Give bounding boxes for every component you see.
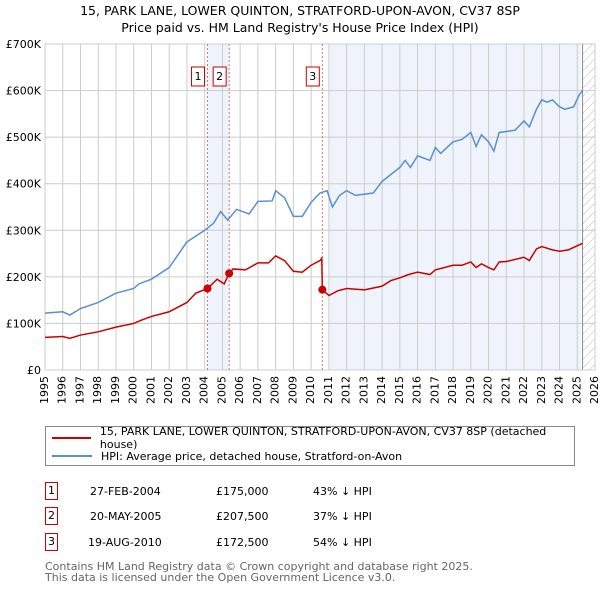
y-tick-label: £0 <box>27 364 41 377</box>
y-tick-label: £300K <box>6 224 42 237</box>
sale-point <box>225 269 234 278</box>
x-tick-label: 1995 <box>38 376 51 404</box>
x-tick-label: 1997 <box>73 376 86 404</box>
legend-label: 15, PARK LANE, LOWER QUINTON, STRATFORD-… <box>99 425 547 451</box>
price-chart: 1995 1996 1997 1998 1999 2000 2001 2002 2003 2004… <box>6 38 600 404</box>
x-tick-label: 2022 <box>517 376 530 404</box>
x-tick-label: 2001 <box>144 376 157 404</box>
sale-hpi: 54% ↓ HPI <box>313 536 372 549</box>
x-tick-label: 2007 <box>251 376 264 404</box>
x-tick-label: 2016 <box>411 376 424 404</box>
sale-label: 2 <box>216 70 223 83</box>
sale-marker: 3 <box>45 533 58 551</box>
legend-label: HPI: Average price, detached house, Stra… <box>101 449 403 463</box>
x-tick-label: 2002 <box>162 376 175 404</box>
x-tick-label: 1996 <box>56 376 69 404</box>
x-tick-label: 1998 <box>91 376 104 404</box>
x-tick-label: 2026 <box>588 376 600 404</box>
x-tick-label: 2019 <box>464 376 477 404</box>
x-tick-label: 2006 <box>233 376 246 404</box>
x-tick-label: 2005 <box>215 376 228 404</box>
x-tick-label: 2014 <box>375 376 388 404</box>
x-tick-label: 2015 <box>393 376 406 404</box>
sale-point <box>203 284 212 293</box>
x-tick-label: 2024 <box>553 376 566 404</box>
red-line-swatch <box>52 437 91 439</box>
footer-copyright: Contains HM Land Registry data © Crown c… <box>45 560 473 573</box>
sale-hpi: 43% ↓ HPI <box>313 485 372 498</box>
x-tick-label: 2013 <box>357 376 370 404</box>
sale-label-box <box>212 66 227 87</box>
chart-subtitle: Price paid vs. HM Land Registry's House … <box>121 20 479 35</box>
y-tick-label: £100K <box>6 317 42 330</box>
sale-price: £172,500 <box>216 536 269 549</box>
x-tick-label: 2023 <box>535 376 548 404</box>
x-tick-label: 2021 <box>499 376 512 404</box>
y-tick-label: £200K <box>6 271 42 284</box>
chart-title: 15, PARK LANE, LOWER QUINTON, STRATFORD-… <box>80 3 520 18</box>
sale-label: 1 <box>195 70 202 83</box>
legend-item-property: 15, PARK LANE, LOWER QUINTON, STRATFORD-… <box>52 425 574 451</box>
x-tick-label: 2009 <box>286 376 299 404</box>
x-tick-label: 2025 <box>570 376 583 404</box>
y-tick-label: £500K <box>6 131 42 144</box>
sale-label-box <box>305 66 320 87</box>
sale-marker: 1 <box>45 482 58 500</box>
blue-line-swatch <box>52 455 92 457</box>
forecast-hatch <box>582 44 595 370</box>
x-tick-label: 2012 <box>340 376 353 404</box>
x-tick-label: 2020 <box>482 376 495 404</box>
y-tick-label: £700K <box>6 38 42 51</box>
sale-hpi: 37% ↓ HPI <box>313 510 372 523</box>
legend: 15, PARK LANE, LOWER QUINTON, STRATFORD-… <box>45 425 575 466</box>
legend-item-hpi: HPI: Average price, detached house, Stra… <box>52 448 402 464</box>
series-line <box>44 90 584 316</box>
shaded-region <box>328 44 581 370</box>
x-tick-label: 2017 <box>428 376 441 404</box>
x-tick-label: 2003 <box>180 376 193 404</box>
sale-date: 20-MAY-2005 <box>90 510 162 523</box>
footer-licence: This data is licensed under the Open Gov… <box>45 571 396 584</box>
sale-point <box>318 285 327 294</box>
plot-frame <box>44 43 596 371</box>
sale-marker: 2 <box>45 507 58 525</box>
x-tick-label: 2018 <box>446 376 459 404</box>
x-tick-label: 2011 <box>322 376 335 404</box>
sale-date: 27-FEB-2004 <box>90 485 161 498</box>
y-tick-label: £600K <box>6 85 42 98</box>
sale-price: £175,000 <box>216 485 269 498</box>
sale-label: 3 <box>309 70 316 83</box>
sale-price: £207,500 <box>216 510 269 523</box>
x-tick-label: 2010 <box>304 376 317 404</box>
shaded-region <box>207 44 230 370</box>
x-tick-label: 2008 <box>269 376 282 404</box>
x-tick-label: 1999 <box>109 376 122 404</box>
y-tick-label: £400K <box>6 178 42 191</box>
series-line <box>44 242 583 340</box>
x-tick-label: 2004 <box>198 376 211 404</box>
x-tick-label: 2000 <box>127 376 140 404</box>
sale-label-box <box>191 66 206 87</box>
sale-date: 19-AUG-2010 <box>88 536 162 549</box>
